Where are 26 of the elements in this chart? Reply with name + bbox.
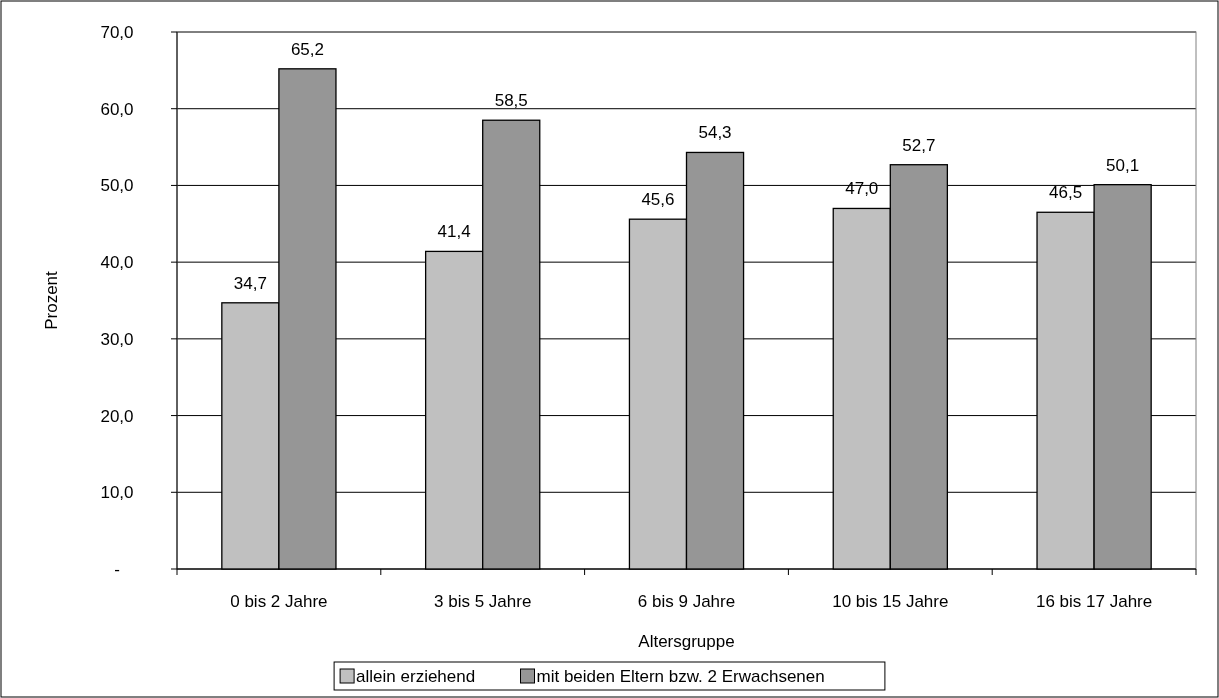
y-axis-title: Prozent: [42, 270, 61, 330]
x-tick-label: 0 bis 2 Jahre: [230, 592, 328, 611]
data-label: 34,7: [233, 273, 267, 293]
y-tick-label: 30,0: [100, 329, 134, 349]
y-tick-label: -: [114, 559, 120, 579]
legend-label: mit beiden Eltern bzw. 2 Erwachsenen: [536, 666, 825, 686]
legend-label: allein erziehend: [356, 666, 476, 686]
y-tick-label: 50,0: [100, 176, 134, 196]
data-label: 41,4: [437, 222, 471, 242]
x-tick-label: 6 bis 9 Jahre: [637, 592, 736, 611]
x-tick-label: 10 bis 15 Jahre: [832, 592, 949, 611]
data-label: 46,5: [1049, 183, 1083, 203]
y-tick-label: 70,0: [100, 22, 134, 42]
data-label: 52,7: [902, 135, 936, 155]
y-tick-label: 60,0: [100, 99, 134, 119]
x-tick-label: 3 bis 5 Jahre: [434, 592, 532, 611]
x-tick-label: 16 bis 17 Jahre: [1035, 592, 1153, 611]
data-label: 65,2: [290, 39, 324, 59]
y-tick-label: 10,0: [100, 483, 134, 503]
data-label: 50,1: [1106, 155, 1140, 175]
data-label: 45,6: [641, 190, 675, 210]
x-axis-title: Altersgruppe: [638, 632, 735, 651]
y-tick-label: 20,0: [100, 406, 134, 426]
data-label: 54,3: [698, 123, 732, 143]
y-tick-label: 40,0: [100, 253, 134, 273]
data-label: 58,5: [494, 91, 528, 111]
